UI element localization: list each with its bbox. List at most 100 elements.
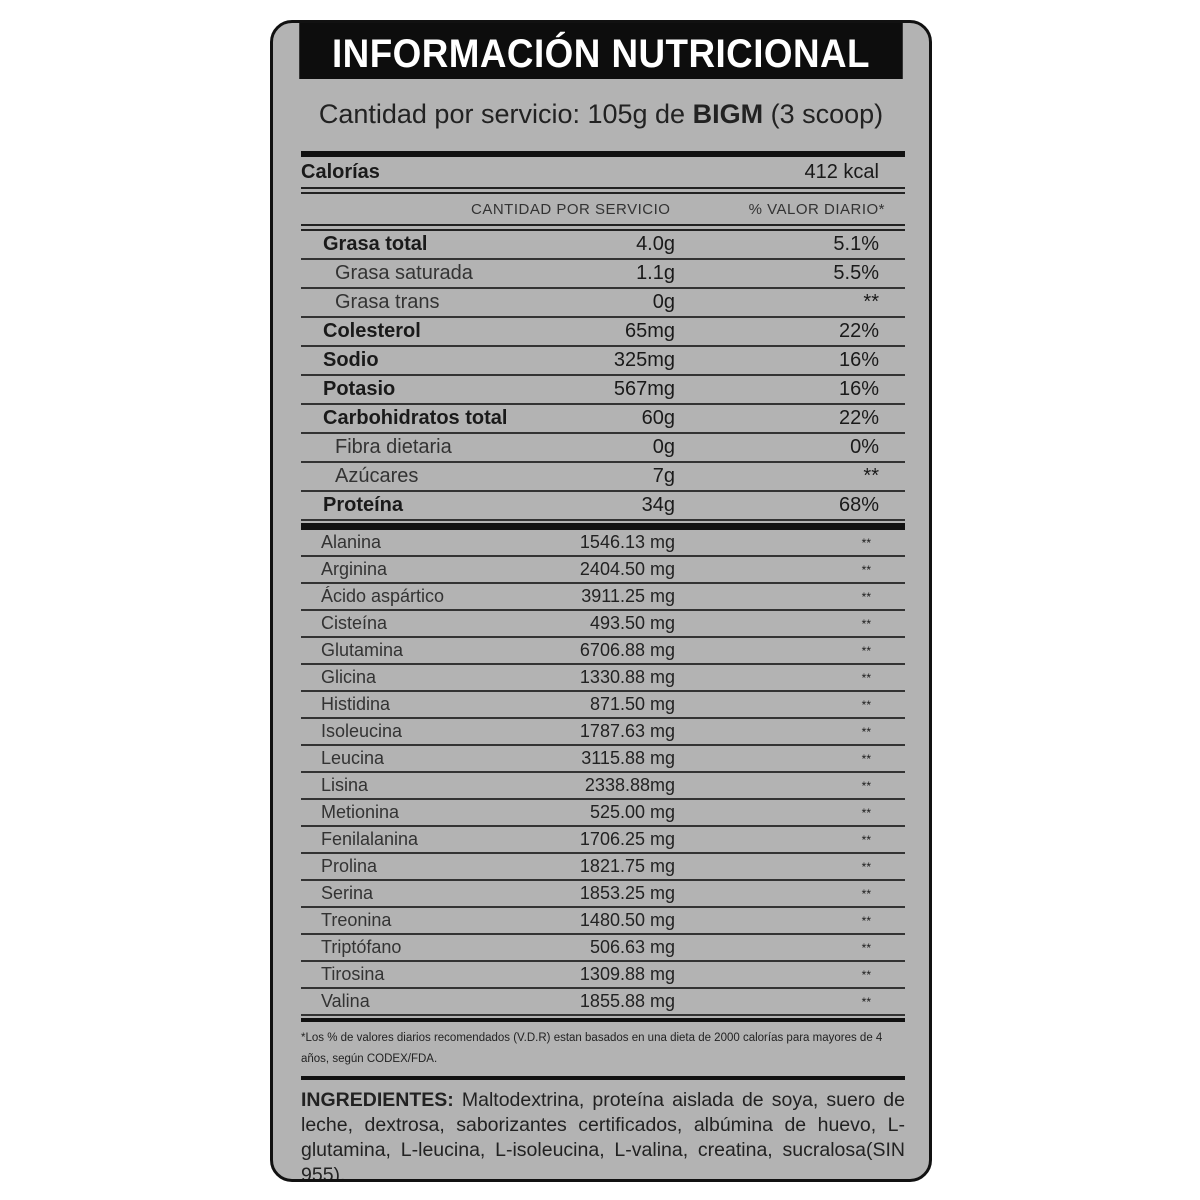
nutrient-amount: 325mg bbox=[613, 349, 675, 371]
nutrient-row: Potasio 567mg 16% bbox=[301, 376, 905, 405]
amino-acid-name: Tirosina bbox=[321, 964, 385, 984]
amino-acid-daily-value: ** bbox=[861, 589, 871, 604]
nutrient-daily-value: 5.5% bbox=[833, 262, 879, 284]
footnote: *Los % de valores diarios recomendados (… bbox=[301, 1032, 883, 1065]
nutrient-name: Grasa saturada bbox=[335, 262, 473, 284]
ingredients: INGREDIENTES: Maltodextrina, proteína ai… bbox=[301, 1089, 905, 1182]
amino-acid-row: Glicina 1330.88 mg ** bbox=[301, 665, 905, 692]
amino-acid-daily-value: ** bbox=[861, 940, 871, 955]
amino-acid-daily-value: ** bbox=[861, 670, 871, 685]
amino-acid-name: Treonina bbox=[321, 910, 392, 930]
nutrient-amount: 567mg bbox=[613, 378, 675, 400]
amino-acid-row: Valina 1855.88 mg ** bbox=[301, 989, 905, 1016]
amino-acid-daily-value: ** bbox=[861, 859, 871, 874]
column-headers: CANTIDAD POR SERVICIO % VALOR DIARIO* bbox=[471, 200, 885, 218]
amino-acid-row: Serina 1853.25 mg ** bbox=[301, 881, 905, 908]
nutrient-amount: 0g bbox=[652, 291, 675, 313]
amino-acid-row: Lisina 2338.88mg ** bbox=[301, 773, 905, 800]
amino-acid-amount: 1546.13 mg bbox=[579, 532, 675, 552]
amino-acid-name: Triptófano bbox=[321, 937, 402, 957]
nutrient-name: Potasio bbox=[323, 378, 396, 400]
amino-acid-name: Metionina bbox=[321, 802, 400, 822]
nutrient-row: Grasa trans 0g ** bbox=[301, 289, 905, 318]
amino-acid-amount: 2338.88mg bbox=[584, 775, 675, 795]
amino-acid-row: Isoleucina 1787.63 mg ** bbox=[301, 719, 905, 746]
nutrient-name: Sodio bbox=[323, 349, 379, 371]
amino-acid-row: Prolina 1821.75 mg ** bbox=[301, 854, 905, 881]
nutrition-label: INFORMACIÓN NUTRICIONAL Cantidad por ser… bbox=[270, 20, 932, 1182]
amino-acid-name: Histidina bbox=[321, 694, 391, 714]
divider bbox=[301, 187, 905, 194]
amino-acid-amount: 3911.25 mg bbox=[581, 586, 675, 606]
amino-acid-table: Alanina 1546.13 mg ** Arginina 2404.50 mg ** Á… bbox=[301, 530, 905, 1016]
nutrient-row: Sodio 325mg 16% bbox=[301, 347, 905, 376]
amino-acid-row: Fenilalanina 1706.25 mg ** bbox=[301, 827, 905, 854]
nutrient-name: Grasa trans bbox=[335, 291, 440, 313]
amino-acid-name: Serina bbox=[321, 883, 374, 903]
amino-acid-name: Cisteína bbox=[321, 613, 388, 633]
amino-acid-daily-value: ** bbox=[861, 913, 871, 928]
amino-acid-amount: 871.50 mg bbox=[589, 694, 675, 714]
nutrient-row: Fibra dietaria 0g 0% bbox=[301, 434, 905, 463]
nutrient-amount: 34g bbox=[641, 494, 675, 516]
nutrient-name: Proteína bbox=[323, 494, 404, 516]
amino-acid-name: Alanina bbox=[321, 532, 382, 552]
amino-acid-row: Ácido aspártico 3911.25 mg ** bbox=[301, 584, 905, 611]
amino-acid-daily-value: ** bbox=[861, 805, 871, 820]
amino-acid-name: Valina bbox=[321, 991, 370, 1011]
nutrient-row: Grasa saturada 1.1g 5.5% bbox=[301, 260, 905, 289]
amino-acid-row: Glutamina 6706.88 mg ** bbox=[301, 638, 905, 665]
nutrient-name: Fibra dietaria bbox=[335, 436, 452, 458]
amino-acid-name: Glicina bbox=[321, 667, 377, 687]
amino-acid-amount: 506.63 mg bbox=[589, 937, 675, 957]
amino-acid-amount: 493.50 mg bbox=[589, 613, 675, 633]
amino-acid-amount: 525.00 mg bbox=[589, 802, 675, 822]
nutrient-amount: 4.0g bbox=[636, 233, 675, 255]
amino-acid-row: Cisteína 493.50 mg ** bbox=[301, 611, 905, 638]
nutrient-table: Grasa total 4.0g 5.1% Grasa saturada 1.1g 5.5… bbox=[301, 231, 905, 521]
divider bbox=[301, 224, 905, 231]
amino-acid-daily-value: ** bbox=[861, 697, 871, 712]
amino-acid-row: Alanina 1546.13 mg ** bbox=[301, 530, 905, 557]
label-title: INFORMACIÓN NUTRICIONAL bbox=[299, 23, 903, 79]
nutrient-row: Proteína 34g 68% bbox=[301, 492, 905, 521]
nutrient-name: Carbohidratos total bbox=[323, 407, 508, 429]
nutrient-name: Grasa total bbox=[323, 233, 428, 255]
amino-acid-name: Glutamina bbox=[321, 640, 404, 660]
amino-acid-daily-value: ** bbox=[861, 778, 871, 793]
amino-acid-amount: 1309.88 mg bbox=[579, 964, 675, 984]
amino-acid-name: Fenilalanina bbox=[321, 829, 419, 849]
amino-acid-name: Prolina bbox=[321, 856, 378, 876]
amino-acid-row: Leucina 3115.88 mg ** bbox=[301, 746, 905, 773]
nutrient-row: Carbohidratos total 60g 22% bbox=[301, 405, 905, 434]
amino-acid-daily-value: ** bbox=[861, 643, 871, 658]
amino-acid-daily-value: ** bbox=[861, 616, 871, 631]
amino-acid-row: Tirosina 1309.88 mg ** bbox=[301, 962, 905, 989]
nutrient-amount: 65mg bbox=[624, 320, 675, 342]
nutrient-daily-value: ** bbox=[863, 291, 879, 313]
nutrient-amount: 0g bbox=[652, 436, 675, 458]
amino-acid-daily-value: ** bbox=[861, 535, 871, 550]
amino-acid-name: Arginina bbox=[321, 559, 388, 579]
nutrient-name: Colesterol bbox=[323, 320, 421, 342]
amino-acid-name: Ácido aspártico bbox=[321, 586, 445, 606]
calories-row: Calorías 412 kcal bbox=[301, 160, 879, 183]
amino-acid-daily-value: ** bbox=[861, 886, 871, 901]
amino-acid-amount: 2404.50 mg bbox=[579, 559, 675, 579]
amino-acid-amount: 6706.88 mg bbox=[579, 640, 675, 660]
amino-acid-daily-value: ** bbox=[861, 751, 871, 766]
product-name: BIGM bbox=[692, 99, 764, 129]
amino-acid-row: Arginina 2404.50 mg ** bbox=[301, 557, 905, 584]
nutrient-row: Grasa total 4.0g 5.1% bbox=[301, 231, 905, 260]
nutrient-daily-value: 16% bbox=[838, 378, 879, 400]
nutrient-daily-value: 16% bbox=[838, 349, 879, 371]
nutrient-row: Azúcares 7g ** bbox=[301, 463, 905, 492]
amino-acid-amount: 1330.88 mg bbox=[579, 667, 675, 687]
nutrient-daily-value: 5.1% bbox=[833, 233, 879, 255]
amino-acid-row: Metionina 525.00 mg ** bbox=[301, 800, 905, 827]
amino-acid-row: Triptófano 506.63 mg ** bbox=[301, 935, 905, 962]
nutrient-name: Azúcares bbox=[335, 465, 419, 487]
nutrient-daily-value: 22% bbox=[838, 407, 879, 429]
amino-acid-name: Isoleucina bbox=[321, 721, 403, 741]
amino-acid-daily-value: ** bbox=[861, 724, 871, 739]
